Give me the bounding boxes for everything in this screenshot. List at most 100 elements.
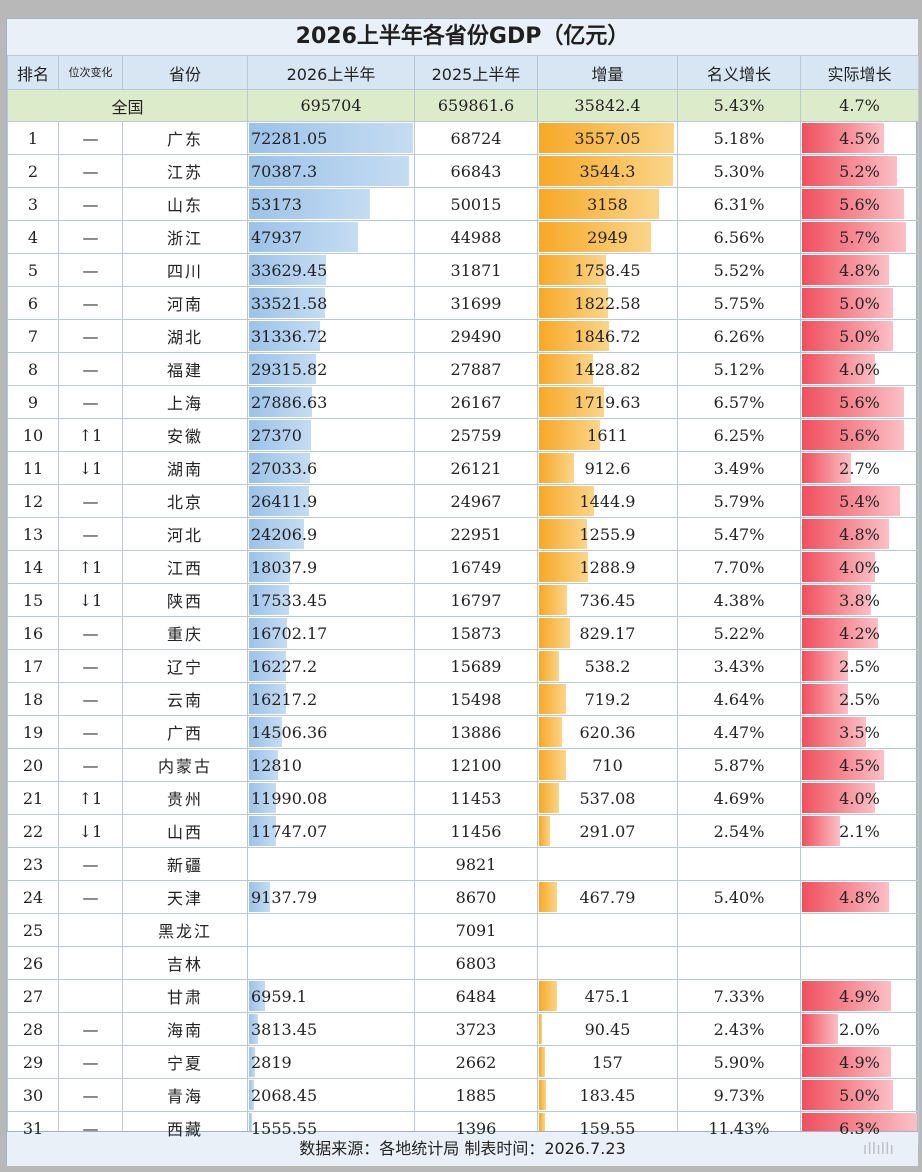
rank-cell: 27: [7, 979, 59, 1013]
nominal-growth-cell: 6.31%: [677, 187, 801, 221]
gdp-2026-cell-bar: [249, 156, 410, 186]
rank-cell: 1: [7, 121, 59, 155]
table-row: 10 ↑1 安徽 27370 25759 1611 6.25% 5.6%: [7, 418, 919, 452]
table-row: 28 — 海南 3813.45 3723 90.45 2.43% 2.0%: [7, 1012, 919, 1046]
table-footer: 数据来源：各地统计局 制表时间：2026.7.23: [7, 1131, 918, 1166]
national-gdp-2025: 659861.6: [414, 89, 538, 122]
increase-cell: 1822.58: [537, 286, 678, 320]
province-cell: 黑龙江: [122, 913, 248, 947]
gdp-2026-cell: 31336.72: [247, 319, 415, 353]
nominal-growth-cell-value: 7.33%: [713, 986, 765, 1006]
gdp-2026-cell-value: 18037.9: [251, 557, 318, 577]
nominal-growth-cell: 3.43%: [677, 649, 801, 683]
nominal-growth-cell-value: 4.64%: [713, 689, 765, 709]
province-cell: 江西: [122, 550, 248, 584]
national-row: 全国 695704 659861.6 35842.4 5.43% 4.7%: [7, 89, 919, 122]
province-cell: 青海: [122, 1078, 248, 1112]
province-cell-value: 北京: [166, 493, 203, 512]
gdp-2025-cell: 66843: [414, 154, 538, 188]
nominal-growth-cell: 6.26%: [677, 319, 801, 353]
gdp-2025-cell-value: 6484: [455, 986, 497, 1006]
nominal-growth-cell-value: 5.12%: [713, 359, 765, 379]
table-row: 22 ↓1 山西 11747.07 11456 291.07 2.54% 2.1%: [7, 814, 919, 848]
increase-cell: 829.17: [537, 616, 678, 650]
increase-cell-value: 1758.45: [574, 260, 641, 280]
nominal-growth-cell-value: 4.69%: [713, 788, 765, 808]
gdp-2025-cell-value: 15498: [450, 689, 502, 709]
change-cell: —: [58, 715, 123, 749]
increase-cell-value: 1822.58: [574, 293, 641, 313]
gdp-2026-cell-bar: [249, 354, 316, 384]
increase-cell: 719.2: [537, 682, 678, 716]
province-cell: 河北: [122, 517, 248, 551]
gdp-2026-cell-bar: [249, 783, 277, 813]
rank-cell: 4: [7, 220, 59, 254]
nominal-growth-cell-value: 6.25%: [713, 425, 765, 445]
province-cell: 重庆: [122, 616, 248, 650]
gdp-2026-cell-value: 6959.1: [251, 986, 307, 1006]
rank-cell: 28: [7, 1012, 59, 1046]
province-cell-value: 河南: [166, 295, 203, 314]
nominal-growth-cell: 7.33%: [677, 979, 801, 1013]
gdp-2026-cell: 3813.45: [247, 1012, 415, 1046]
province-cell-value: 重庆: [166, 625, 203, 644]
rank-cell: 13: [7, 517, 59, 551]
real-growth-cell: 4.0%: [800, 781, 919, 815]
increase-cell-bar: [539, 288, 609, 318]
gdp-2026-cell: 9137.79: [247, 880, 415, 914]
real-growth-cell-value: 5.6%: [839, 425, 880, 445]
national-increase: 35842.4: [537, 89, 678, 122]
increase-cell: 1846.72: [537, 319, 678, 353]
gdp-2025-cell-value: 27887: [450, 359, 502, 379]
gdp-2026-cell-bar: [249, 882, 270, 912]
rank-cell-value: 22: [22, 821, 44, 841]
table-row: 19 — 广西 14506.36 13886 620.36 4.47% 3.5%: [7, 715, 919, 749]
gdp-2026-cell-value: 3813.45: [251, 1019, 318, 1039]
nominal-growth-cell: 6.25%: [677, 418, 801, 452]
increase-cell-bar: [539, 717, 563, 747]
increase-cell-bar: [539, 1113, 546, 1143]
province-cell-value: 青海: [166, 1087, 203, 1106]
gdp-2025-cell: 29490: [414, 319, 538, 353]
change-cell-value: —: [82, 128, 99, 148]
nominal-growth-cell-value: 5.90%: [713, 1052, 765, 1072]
change-cell: —: [58, 484, 123, 518]
real-growth-cell-value: 2.1%: [839, 821, 880, 841]
increase-cell: 736.45: [537, 583, 678, 617]
rank-cell-value: 19: [22, 722, 44, 742]
rank-cell: 23: [7, 847, 59, 881]
increase-cell-bar: [539, 387, 605, 417]
real-growth-cell-bar: [802, 1080, 894, 1110]
table-row: 5 — 四川 33629.45 31871 1758.45 5.52% 4.8%: [7, 253, 919, 287]
rank-cell: 24: [7, 880, 59, 914]
gdp-2025-cell: 27887: [414, 352, 538, 386]
real-growth-cell-value: 2.7%: [839, 458, 880, 478]
gdp-2025-cell-value: 3723: [455, 1019, 497, 1039]
province-cell: 山东: [122, 187, 248, 221]
gdp-2026-cell: 70387.3: [247, 154, 415, 188]
real-growth-cell: 2.7%: [800, 451, 919, 485]
change-cell: ↑1: [58, 550, 123, 584]
increase-cell: 912.6: [537, 451, 678, 485]
gdp-2026-cell-value: 16227.2: [251, 656, 318, 676]
gdp-2026-cell-value: 11747.07: [251, 821, 328, 841]
province-cell: 内蒙古: [122, 748, 248, 782]
real-growth-cell: 2.5%: [800, 682, 919, 716]
rank-cell: 30: [7, 1078, 59, 1112]
gdp-2026-cell-bar: [249, 717, 283, 747]
real-growth-cell: [800, 946, 919, 980]
increase-cell: 90.45: [537, 1012, 678, 1046]
gdp-2026-cell-value: 33521.58: [251, 293, 328, 313]
province-cell: 江苏: [122, 154, 248, 188]
increase-cell-value: 719.2: [584, 689, 631, 709]
change-cell: ↑1: [58, 418, 123, 452]
rank-cell: 11: [7, 451, 59, 485]
rank-cell-value: 4: [27, 227, 39, 247]
real-growth-cell-value: 4.0%: [839, 557, 880, 577]
real-growth-cell-value: 5.6%: [839, 194, 880, 214]
change-cell: —: [58, 1078, 123, 1112]
nominal-growth-cell: 4.69%: [677, 781, 801, 815]
gdp-2026-cell: [247, 946, 415, 980]
increase-cell-bar: [539, 882, 557, 912]
table-row: 7 — 湖北 31336.72 29490 1846.72 6.26% 5.0%: [7, 319, 919, 353]
